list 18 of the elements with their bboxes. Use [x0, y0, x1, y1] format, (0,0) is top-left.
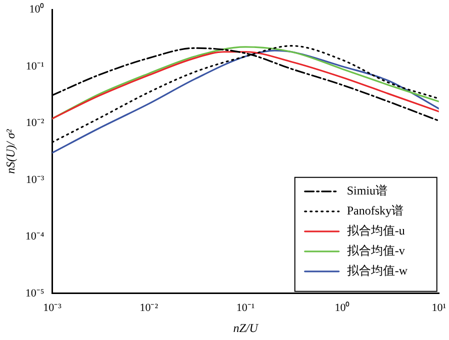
x-tick-label: 10⁰ [334, 300, 350, 314]
y-axis-title: nS(U)/ σ² [3, 128, 18, 174]
x-tick-label: 10⁻¹ [236, 302, 255, 314]
legend-label: 拟合均值-u [346, 224, 405, 238]
x-axis-title: nZ/U [233, 320, 260, 335]
legend-label: 拟合均值-v [346, 244, 405, 258]
y-tick-label: 10⁻⁵ [25, 287, 44, 300]
x-tick-label: 10¹ [432, 302, 446, 314]
y-tick-label: 10⁰ [29, 2, 44, 16]
legend-label: 拟合均值-w [346, 264, 408, 278]
y-tick-label: 10⁻⁴ [25, 230, 44, 243]
x-tick-label: 10⁻² [140, 302, 159, 314]
legend-label: Panofsky谱 [346, 204, 404, 218]
legend-label: Simiu谱 [346, 184, 388, 198]
x-tick-label: 10⁻³ [43, 302, 62, 314]
y-tick-label: 10⁻² [26, 117, 45, 130]
y-tick-label: 10⁻³ [26, 174, 45, 186]
y-tick-label: 10⁻¹ [26, 60, 44, 72]
